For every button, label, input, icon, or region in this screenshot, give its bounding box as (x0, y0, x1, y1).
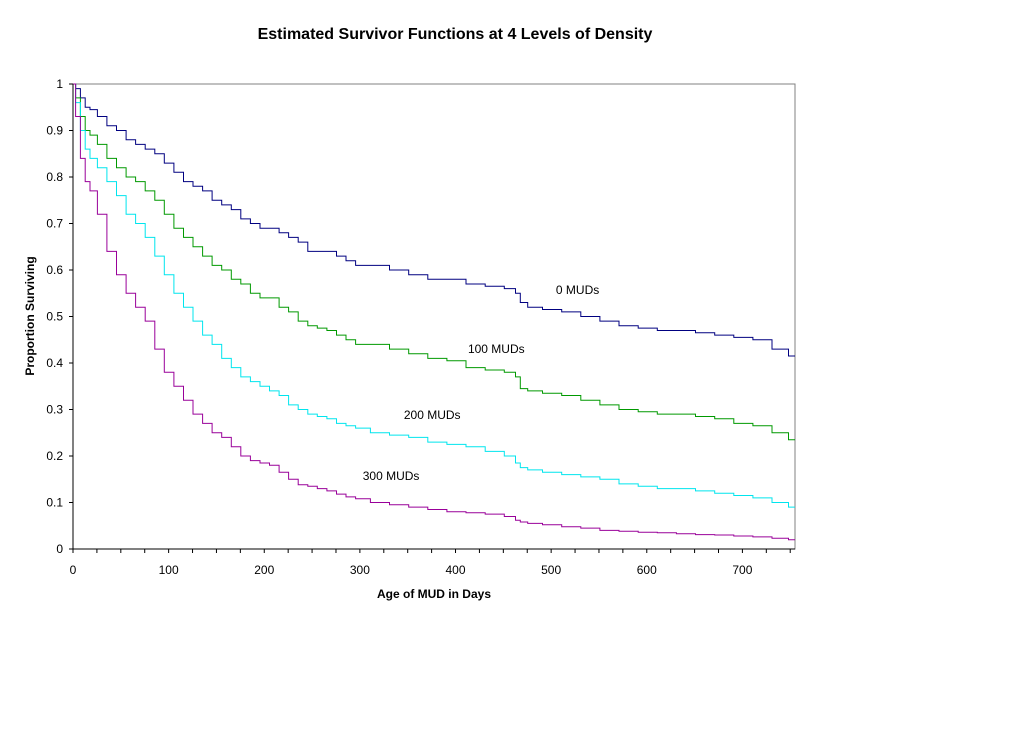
y-tick-label: 0.5 (46, 310, 63, 324)
x-tick-label: 600 (637, 563, 657, 577)
y-tick-label: 0.8 (46, 170, 63, 184)
series-label: 300 MUDs (363, 469, 420, 483)
x-tick-label: 200 (254, 563, 274, 577)
x-tick-label: 300 (350, 563, 370, 577)
plot-area (72, 83, 796, 550)
y-tick-label: 0.9 (46, 124, 63, 138)
y-tick-label: 0.1 (46, 496, 63, 510)
y-tick-label: 0.3 (46, 403, 63, 417)
series-label: 0 MUDs (556, 283, 599, 297)
series-line-100-muds (73, 83, 795, 441)
x-tick-label: 400 (446, 563, 466, 577)
y-tick-label: 1 (56, 77, 63, 91)
y-tick-label: 0.4 (46, 356, 63, 370)
series-label: 200 MUDs (404, 408, 461, 422)
y-tick-label: 0.7 (46, 217, 63, 231)
x-axis-title: Age of MUD in Days (377, 587, 491, 601)
x-tick-label: 0 (70, 563, 77, 577)
x-tick-label: 500 (541, 563, 561, 577)
series-line-200-muds (73, 83, 795, 508)
x-tick-label: 100 (159, 563, 179, 577)
series-layer (73, 83, 795, 541)
y-tick-label: 0.2 (46, 449, 63, 463)
chart-title: Estimated Survivor Functions at 4 Levels… (258, 26, 653, 43)
x-axis-ticks: 0 100 200 300 400 500 600 700 (70, 549, 791, 577)
y-tick-label: 0.6 (46, 263, 63, 277)
series-label: 100 MUDs (468, 342, 525, 356)
y-tick-label: 0 (56, 542, 63, 556)
series-line-0-muds (73, 83, 795, 357)
series-line-300-muds (73, 83, 795, 541)
x-tick-label: 700 (732, 563, 752, 577)
y-axis-title: Proportion Surviving (23, 256, 37, 375)
series-annotations: 0 MUDs 100 MUDs 200 MUDs 300 MUDs (363, 283, 600, 483)
y-axis-ticks: 0 0.1 0.2 0.3 0.4 0.5 0.6 0.7 0.8 0.9 1 (46, 77, 73, 556)
